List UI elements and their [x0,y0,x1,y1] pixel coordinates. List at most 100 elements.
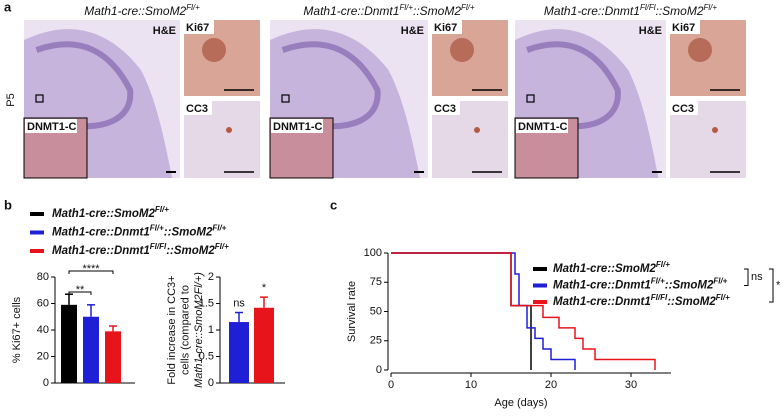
label-bg [432,101,460,115]
superscript: Fl/+ [461,3,475,12]
legend-label: Math1-cre::Dnmt1Fl/Fl::SmoM2Fl/+ [553,293,730,308]
text-part: Math1-cre::Dnmt1 [52,227,150,239]
superscript: Fl/+ [716,293,730,302]
inset-label-bg [516,119,568,133]
y-tick-label: 20 [37,350,49,362]
bar [61,304,77,383]
y-tick-label: 0 [43,377,49,389]
y-tick-label: 40 [37,324,49,336]
y-tick-label: 25 [370,335,382,347]
tissue-layer [35,41,134,130]
superscript: Fl/Fl [651,293,668,302]
text-part: Math1-cre::Dnmt1 [553,296,651,308]
row-label: P5 [5,93,17,106]
text-part: ::SmoM2 [656,4,704,18]
he-label: H&E [153,25,176,37]
inset-label-bg [25,119,77,133]
legend-label: Math1-cre::SmoM2Fl/+ [52,205,169,220]
inset-label: DNMT1-C [518,121,568,133]
y-tick-label: 1 [208,324,214,336]
comparison-bracket [769,268,774,303]
text-part: Math1-cre::Dnmt1 [544,4,640,18]
ki67-label: Ki67 [672,22,695,34]
legend-label: Math1-cre::Dnmt1Fl/+::SmoM2Fl/+ [553,276,728,291]
y-axis-label: Fold increase in CC3+ [166,275,178,384]
text-part: Math1-cre::SmoM2 [84,4,186,18]
tissue-layer [281,41,381,130]
y-tick-label: 80 [37,271,49,283]
inset-label-bg [271,119,323,133]
bar [229,322,249,383]
significance-bracket [68,270,114,274]
y-axis-label: cells (compared to [179,285,191,375]
zoom-box [281,94,290,103]
label-bg [670,20,700,34]
text-part: Math1-cre::Dnmt1 [553,280,651,292]
bar [105,331,121,383]
superscript: Fl/+ [704,3,718,12]
bar [254,307,274,383]
text-part: ::SmoM2 [665,280,714,292]
y-axis-label: Survival rate [346,281,358,342]
panel-label: b [4,197,12,212]
superscript: Fl/+ [713,276,727,285]
nucleus [688,38,712,62]
tissue-layer [526,41,621,130]
y-tick-label: 75 [370,276,382,288]
text-part: Math1-cre::SmoM2 [553,263,656,275]
y-tick-label: 0 [376,364,382,376]
ki67-label: Ki67 [186,22,209,34]
label-bg [184,101,212,115]
panel-label: c [330,197,337,212]
cc3-label: CC3 [434,103,456,115]
y-tick-label: 2 [208,271,214,283]
he-label: H&E [401,25,424,37]
y-tick-label: 50 [370,305,382,317]
significance-label: ** [76,284,85,296]
zoom-box [35,94,44,103]
superscript: Fl/+ [150,223,164,232]
x-tick-label: 20 [545,379,557,391]
superscript: Fl/+ [656,260,670,269]
inset-label: DNMT1-C [27,121,77,133]
superscript: Fl/Fl [150,242,167,251]
label-bg [432,20,462,34]
superscript: Fl/+ [399,3,413,12]
x-tick-label: 0 [388,379,394,391]
histology-panel: DNMT1-C H&E Ki67 CC3 [514,20,746,179]
he-label: H&E [639,25,662,37]
superscript: Fl/+ [215,242,229,251]
apoptotic-cell [474,127,480,133]
ki67-label: Ki67 [434,22,457,34]
survival-curve [391,252,656,370]
text-part: ::SmoM2 [667,296,716,308]
cc3-label: CC3 [672,103,694,115]
histology-panel: DNMT1-C H&E Ki67 CC3 [23,20,260,179]
nucleus [202,38,226,62]
legend-label: Math1-cre::Dnmt1Fl/Fl::SmoM2Fl/+ [52,242,229,257]
apoptotic-cell [226,127,232,133]
comparison-label: * [776,279,781,291]
text-part: Math1-cre::Dnmt1 [52,245,150,257]
text-part: Math1-cre::Dnmt1 [303,4,399,18]
comparison-bracket [744,268,749,286]
label-bg [670,101,698,115]
histology-panel: DNMT1-C H&E Ki67 CC3 [269,20,508,179]
cc3-label: CC3 [186,103,208,115]
x-tick-label: 30 [625,379,637,391]
genotype-title: Math1-cre::Dnmt1Fl/+::SmoM2Fl/+ [303,3,474,19]
panel-label: a [4,0,12,14]
x-tick-label: 10 [465,379,477,391]
comparison-label: ns [751,271,763,283]
bar [83,316,99,383]
superscript: Fl/Fl [640,3,656,12]
x-axis-label: Age (days) [494,397,547,409]
nucleus [450,38,474,62]
y-tick-label: 60 [37,297,49,309]
legend-label: Math1-cre::SmoM2Fl/+ [553,260,670,275]
survival-curve [391,252,576,370]
y-axis-label: % Ki67+ cells [11,296,23,363]
superscript: Fl/+ [155,205,169,214]
label-bg [184,20,214,34]
